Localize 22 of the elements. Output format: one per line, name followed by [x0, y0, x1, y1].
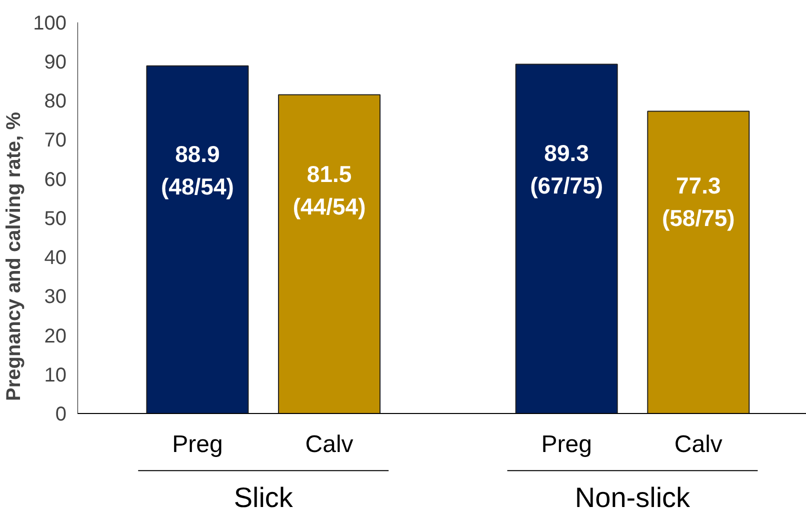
- y-tick-label: 70: [44, 130, 67, 152]
- y-tick-label: 40: [44, 247, 67, 270]
- y-tick-label: 20: [44, 325, 67, 348]
- y-axis-title: Pregnancy and calving rate, %: [3, 112, 26, 401]
- x-tick-label: Calv: [674, 430, 722, 458]
- text: Slick: [234, 482, 294, 512]
- data-label: 77.3 (58/75): [662, 172, 735, 232]
- x-tick-label: Preg: [541, 430, 592, 458]
- y-tick-label: 50: [44, 208, 67, 230]
- y-tick-label: 0: [55, 404, 66, 426]
- x-tick-label: Preg: [172, 430, 223, 458]
- x-tick-label: Calv: [305, 430, 354, 458]
- y-tick-label: 60: [44, 168, 67, 191]
- y-tick-label: 90: [44, 52, 67, 74]
- y-tick-label: 30: [44, 286, 67, 308]
- data-label: 89.3 (67/75): [530, 140, 604, 198]
- y-tick-label: 80: [44, 90, 67, 113]
- data-label: 88.9 (48/54): [161, 140, 234, 200]
- y-tick-label: 100: [33, 12, 67, 34]
- text: Non-slick: [574, 482, 692, 512]
- data-label: 81.5 (44/54): [292, 161, 366, 220]
- y-tick-label: 10: [44, 364, 67, 386]
